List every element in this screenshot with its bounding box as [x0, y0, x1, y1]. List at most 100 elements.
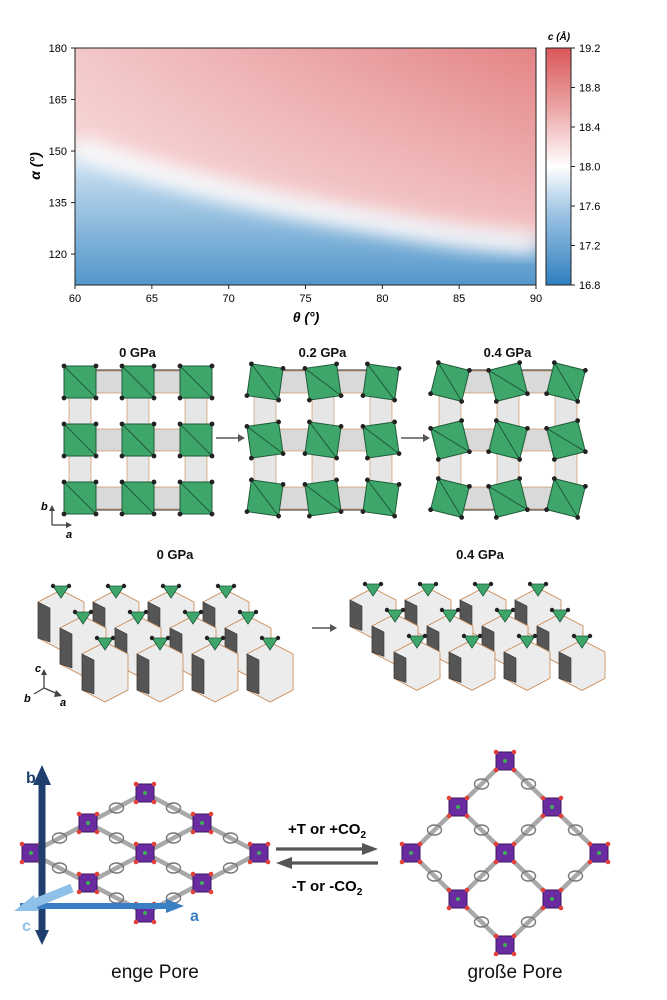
- oxygen-atom: [493, 951, 499, 957]
- atom: [551, 360, 557, 366]
- pore-face: [136, 653, 150, 695]
- atom: [61, 421, 67, 427]
- large-pore-structure: [399, 749, 611, 957]
- pore-face: [349, 599, 363, 631]
- atom: [209, 363, 215, 369]
- node-edge: [437, 478, 463, 518]
- framework-top-view-02gpa: [244, 361, 402, 519]
- linker-cell: [369, 395, 393, 427]
- oxygen-atom: [94, 871, 100, 877]
- oxygen-atom: [151, 781, 157, 787]
- oxygen-atom: [493, 841, 499, 847]
- metal-node: [419, 583, 437, 597]
- atom: [582, 449, 588, 455]
- atom: [510, 607, 516, 613]
- oxygen-atom: [417, 859, 423, 865]
- atom: [493, 514, 499, 520]
- oxygen-atom: [493, 933, 499, 939]
- oxygen-atom: [265, 859, 271, 865]
- atom: [488, 581, 494, 587]
- atom: [119, 421, 125, 427]
- atom: [61, 395, 67, 401]
- metal-node: [386, 609, 404, 623]
- atom: [143, 609, 149, 615]
- node-edge: [546, 427, 586, 453]
- atom: [244, 423, 250, 429]
- node-edge: [63, 481, 97, 515]
- backward-arrow-icon: [276, 857, 378, 869]
- atom: [280, 481, 286, 487]
- large-pore-caption: große Pore: [467, 962, 563, 983]
- oxygen-atom: [587, 859, 593, 865]
- atom: [384, 607, 390, 613]
- linker-cell: [336, 370, 368, 394]
- atom: [477, 633, 483, 639]
- benzene-ring: [567, 870, 584, 882]
- node-edge: [308, 421, 338, 459]
- atom: [110, 635, 116, 641]
- atom: [61, 453, 67, 459]
- oxygen-atom: [558, 795, 564, 801]
- atom: [544, 391, 550, 397]
- atom: [524, 425, 530, 431]
- axis-a-label: a: [60, 697, 66, 709]
- atom: [302, 365, 308, 371]
- node-edge: [366, 363, 396, 401]
- linker-cell: [93, 486, 125, 510]
- heatmap-plot-area: [75, 48, 536, 285]
- atom: [575, 514, 581, 520]
- atom: [182, 609, 188, 615]
- arrow-icon: [312, 624, 337, 632]
- atom: [459, 514, 465, 520]
- metal-node: [239, 611, 257, 625]
- linker-cell: [93, 428, 125, 452]
- center-atom: [550, 897, 554, 901]
- x-tick-label: 85: [453, 293, 465, 305]
- y-tick-label: 135: [49, 198, 67, 210]
- linker-cell: [184, 395, 208, 427]
- linker-cell: [126, 395, 150, 427]
- framework-top-view-0gpa: [61, 363, 215, 517]
- x-tick-label: 90: [530, 293, 542, 305]
- oxygen-atom: [540, 887, 546, 893]
- oxygen-atom: [76, 829, 82, 835]
- metal-node: [52, 585, 70, 599]
- oxygen-atom: [511, 767, 517, 773]
- node-edge: [179, 423, 213, 457]
- metal-node: [496, 609, 514, 623]
- atom: [551, 476, 557, 482]
- atom: [177, 511, 183, 517]
- metal-node: [96, 637, 114, 651]
- atom: [493, 418, 499, 424]
- metal-node: [441, 609, 459, 623]
- atom: [105, 583, 111, 589]
- atom: [435, 476, 441, 482]
- axis-c-arrow: [14, 883, 74, 911]
- linker-cell: [253, 395, 277, 427]
- atom: [544, 507, 550, 513]
- oxygen-atom: [190, 829, 196, 835]
- benzene-ring: [108, 802, 125, 814]
- atom: [466, 449, 472, 455]
- atom: [220, 635, 226, 641]
- atom: [209, 421, 215, 427]
- atom: [121, 583, 127, 589]
- atom: [524, 507, 530, 513]
- atom: [93, 453, 99, 459]
- oxygen-atom: [265, 841, 271, 847]
- atom: [338, 393, 344, 399]
- pore-face: [393, 651, 407, 683]
- oxygen-atom: [540, 813, 546, 819]
- linker-cell: [126, 453, 150, 485]
- atom: [486, 367, 492, 373]
- atom: [253, 609, 259, 615]
- atom: [302, 451, 308, 457]
- linker-cell: [151, 486, 183, 510]
- oxygen-atom: [151, 841, 157, 847]
- linker-cell: [278, 486, 310, 510]
- pore-face: [191, 653, 205, 695]
- atom: [61, 511, 67, 517]
- oxygen-atom: [247, 841, 253, 847]
- center-atom: [143, 911, 147, 915]
- atom: [396, 451, 402, 457]
